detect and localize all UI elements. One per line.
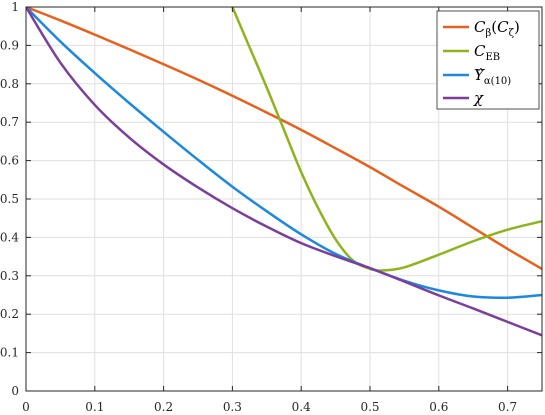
y-tick-label: 0.7 — [0, 115, 19, 129]
series-chi-line — [26, 7, 542, 337]
legend-label-chi: χ — [473, 89, 484, 107]
x-tick-label: 0.5 — [360, 400, 379, 414]
x-tick-label: 0.1 — [85, 400, 104, 414]
series-layer — [26, 7, 542, 337]
y-tick-label: 0.1 — [0, 346, 19, 360]
x-tick-label: 0.2 — [154, 400, 173, 414]
x-tick-label: 0.7 — [498, 400, 517, 414]
legend-label-c-beta: Cβ(Cζ) — [474, 18, 520, 39]
y-tick-label: 0.9 — [0, 38, 19, 52]
y-tick-label: 0.3 — [0, 269, 19, 283]
y-tick-label: 0.8 — [0, 77, 19, 91]
x-tick-label: 0.3 — [223, 400, 242, 414]
series-c-beta-line — [26, 7, 542, 270]
x-tick-label: 0.4 — [292, 400, 311, 414]
x-tick-label: 0.6 — [429, 400, 448, 414]
tick-labels: 0 0.1 0.2 0.3 0.4 0.5 0.6 0.7 0 0.1 0.2 0.3 0.4 0.5 0.… — [0, 0, 517, 414]
legend: Cβ(Cζ) CEB Υ̂α(10) χ — [436, 10, 540, 110]
y-tick-label: 0.4 — [0, 230, 19, 244]
y-tick-label: 1 — [11, 0, 19, 14]
y-tick-label: 0.2 — [0, 307, 19, 321]
series-upsilon-line — [26, 7, 542, 300]
y-tick-label: 0 — [11, 384, 19, 398]
y-tick-label: 0.5 — [0, 192, 19, 206]
y-tick-label: 0.6 — [0, 154, 19, 168]
x-tick-label: 0 — [22, 400, 30, 414]
